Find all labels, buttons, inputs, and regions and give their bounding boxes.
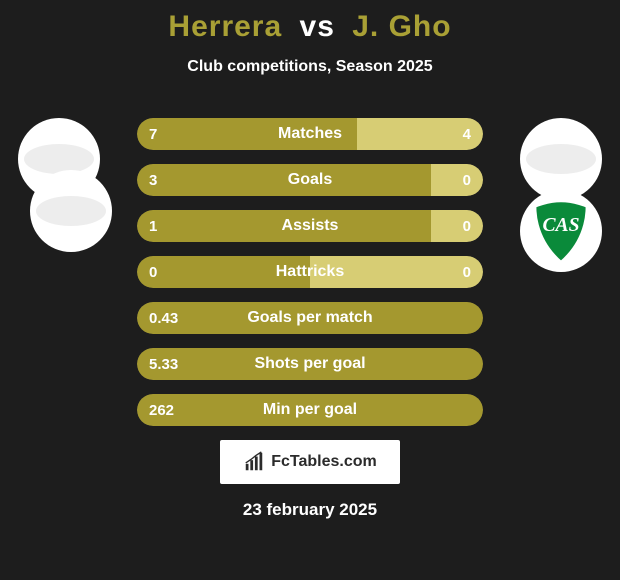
stat-row: Min per goal262	[137, 394, 483, 426]
stat-label: Hattricks	[137, 256, 483, 288]
stat-value-right: 0	[463, 210, 471, 242]
player2-name: J. Gho	[352, 10, 451, 43]
vs-separator: vs	[300, 10, 335, 43]
comparison-title: Herrera vs J. Gho	[0, 0, 620, 44]
stat-label: Goals	[137, 164, 483, 196]
stat-row: Matches7 4	[137, 118, 483, 150]
stat-value-left: 5.33	[149, 348, 178, 380]
brand-badge: FcTables.com	[220, 440, 400, 484]
stat-value-left: 7	[149, 118, 157, 150]
stat-value-left: 0	[149, 256, 157, 288]
stat-value-right: 4	[463, 118, 471, 150]
chart-icon	[243, 451, 265, 473]
stat-value-right: 0	[463, 164, 471, 196]
stat-row: Hattricks0 0	[137, 256, 483, 288]
stat-value-left: 0.43	[149, 302, 178, 334]
player1-name: Herrera	[168, 10, 282, 43]
placeholder-ellipse-icon	[36, 196, 106, 226]
stat-value-left: 3	[149, 164, 157, 196]
brand-text: FcTables.com	[271, 453, 377, 471]
stat-row: Shots per goal5.33	[137, 348, 483, 380]
stat-row: Assists1 0	[137, 210, 483, 242]
comparison-subtitle: Club competitions, Season 2025	[0, 58, 620, 76]
placeholder-ellipse-icon	[24, 144, 94, 174]
stat-label: Matches	[137, 118, 483, 150]
stat-label: Assists	[137, 210, 483, 242]
player2-club-badge: CAS	[520, 190, 602, 272]
player2-badge-top	[520, 118, 602, 200]
stat-bars: Matches74Goals30Assists10Hattricks00Goal…	[137, 118, 483, 440]
stat-row: Goals3 0	[137, 164, 483, 196]
placeholder-ellipse-icon	[526, 144, 596, 174]
player1-badge-bottom	[30, 170, 112, 252]
stat-value-left: 262	[149, 394, 174, 426]
stat-label: Goals per match	[137, 302, 483, 334]
stat-value-left: 1	[149, 210, 157, 242]
stat-row: Goals per match0.43	[137, 302, 483, 334]
shield-text: CAS	[542, 215, 579, 236]
stat-label: Shots per goal	[137, 348, 483, 380]
stat-label: Min per goal	[137, 394, 483, 426]
stat-value-right: 0	[463, 256, 471, 288]
comparison-date: 23 february 2025	[0, 500, 620, 520]
shield-icon: CAS	[526, 196, 596, 266]
